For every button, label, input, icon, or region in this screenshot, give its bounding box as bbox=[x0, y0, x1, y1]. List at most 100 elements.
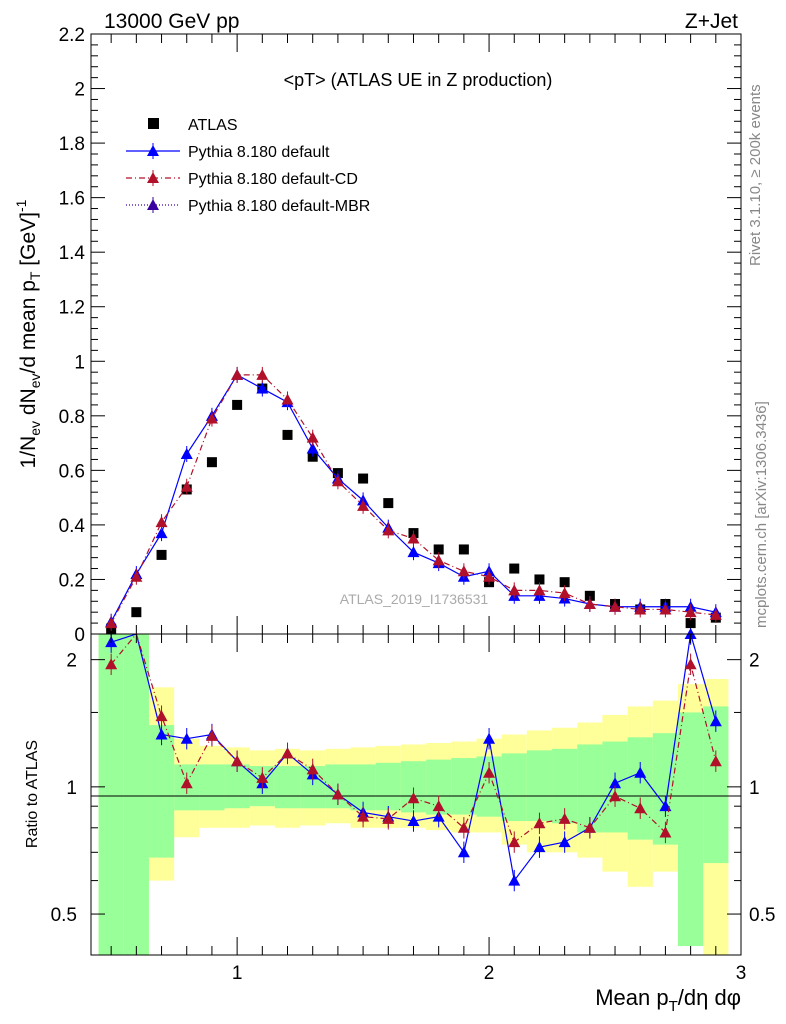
ratio-point-1 bbox=[407, 792, 420, 804]
ratio-point-1 bbox=[457, 821, 470, 833]
atlas-data-point bbox=[458, 544, 469, 555]
legend-label: Pythia 8.180 default-CD bbox=[188, 171, 358, 188]
ratio-point-0 bbox=[508, 874, 521, 886]
atlas-data-point bbox=[131, 607, 142, 618]
ratio-y-axis: 0.5 0.5 1 1 2 2 bbox=[51, 651, 776, 926]
mc-point-2 bbox=[533, 584, 546, 596]
mc-point-2 bbox=[583, 598, 596, 609]
mc-point-2 bbox=[407, 532, 420, 544]
ratio-point-1 bbox=[281, 747, 294, 759]
ratio-y-tick-label: 0.5 bbox=[51, 905, 77, 926]
atlas-data-point bbox=[232, 399, 243, 410]
ratio-y-axis-label: Ratio to ATLAS bbox=[24, 740, 41, 848]
mc-point-1 bbox=[256, 382, 269, 394]
main-x-axis bbox=[110, 34, 742, 634]
ratio-point-1 bbox=[256, 771, 269, 783]
mc-point-2 bbox=[432, 554, 445, 566]
main-y-axis-label: 1/Nev dNev/d mean pT [GeV]-1 bbox=[13, 199, 43, 468]
green-band-bin bbox=[375, 762, 401, 811]
mc-point-1 bbox=[155, 527, 168, 539]
atlas-data-point bbox=[584, 590, 595, 601]
y-tick-label: 0 bbox=[74, 625, 85, 646]
atlas-data-point bbox=[534, 574, 545, 585]
atlas-data-point bbox=[156, 549, 167, 560]
x-tick-label: 2 bbox=[484, 963, 495, 984]
x-axis-label: Mean pT/dη dφ bbox=[595, 985, 741, 1015]
mcplots-reference-label: mcplots.cern.ch [arXiv:1306.3436] bbox=[753, 401, 770, 628]
ratio-point-1 bbox=[583, 821, 596, 833]
atlas-data-point bbox=[307, 451, 318, 462]
y-tick-label: 1.2 bbox=[59, 298, 85, 319]
atlas-data-point bbox=[509, 563, 520, 574]
atlas-data-point bbox=[358, 473, 369, 484]
ratio-point-1 bbox=[205, 729, 218, 741]
svg-text:Mean pT/dη dφ: Mean pT/dη dφ bbox=[595, 985, 741, 1015]
ratio-point-1 bbox=[306, 763, 319, 775]
uncertainty-bands bbox=[98, 634, 729, 955]
ratio-point-0 bbox=[609, 777, 622, 789]
green-band-bin bbox=[526, 750, 553, 822]
ratio-point-0 bbox=[180, 732, 193, 744]
mc-point-1 bbox=[180, 448, 193, 459]
ratio-x-axis: 1 2 3 bbox=[110, 634, 747, 984]
mc-point-2 bbox=[105, 617, 118, 629]
header-process-label: Z+Jet bbox=[685, 10, 738, 33]
mc-point-2 bbox=[659, 603, 672, 615]
mc-point-2 bbox=[155, 516, 168, 528]
mc-point-2 bbox=[180, 480, 193, 492]
mc-point-2 bbox=[558, 587, 571, 599]
ratio-point-1 bbox=[609, 790, 622, 802]
ratio-point-1 bbox=[180, 777, 193, 789]
mc-point-2 bbox=[609, 600, 622, 612]
y-tick-label: 1.8 bbox=[59, 134, 85, 155]
y-tick-label: 0.2 bbox=[59, 570, 85, 591]
y-tick-label: 0.4 bbox=[59, 516, 86, 537]
mc-point-2 bbox=[231, 368, 244, 380]
ratio-y-tick-label: 1 bbox=[66, 778, 77, 799]
atlas-data-point bbox=[282, 429, 293, 440]
mc-point-2 bbox=[634, 603, 647, 615]
legend-label: Pythia 8.180 default bbox=[188, 144, 330, 161]
ratio-point-0 bbox=[558, 836, 571, 848]
ratio-point-1 bbox=[709, 755, 722, 767]
mc-point-2 bbox=[508, 584, 521, 596]
mc-point-2 bbox=[382, 524, 395, 536]
green-band-bin bbox=[274, 766, 301, 809]
ratio-point-1 bbox=[508, 836, 521, 848]
ratio-point-1 bbox=[231, 755, 244, 767]
atlas-data-point bbox=[559, 577, 570, 588]
ratio-y-tick-label-right: 0.5 bbox=[749, 905, 775, 926]
ratio-point-0 bbox=[483, 732, 496, 744]
legend-marker bbox=[147, 199, 159, 210]
ratio-point-1 bbox=[558, 812, 571, 824]
atlas-data-point bbox=[383, 498, 394, 509]
x-tick-label: 3 bbox=[736, 963, 747, 984]
main-panel: 0 0.2 0.4 0.6 0.8 1 1.2 1.4 1.6 1.8 2 2.2 <pT> (ATL… bbox=[59, 25, 742, 646]
y-tick-label: 0.6 bbox=[59, 461, 85, 482]
chart-title: <pT> (ATLAS UE in Z production) bbox=[284, 70, 553, 90]
mc-point-2 bbox=[357, 499, 370, 511]
mc-line-1 bbox=[110, 374, 716, 623]
mc-point-2 bbox=[709, 608, 722, 620]
y-tick-label: 1 bbox=[74, 352, 85, 373]
ratio-point-1 bbox=[634, 802, 647, 814]
ratio-point-0 bbox=[457, 846, 470, 858]
ratio-point-1 bbox=[533, 817, 546, 829]
green-band-bin bbox=[678, 712, 704, 947]
mc-point-1 bbox=[407, 546, 420, 558]
ratio-point-1 bbox=[357, 810, 370, 822]
mc-point-2 bbox=[281, 393, 294, 405]
green-band-bin bbox=[199, 764, 225, 811]
mc-point-2 bbox=[130, 570, 143, 582]
y-tick-label: 1.6 bbox=[59, 189, 85, 210]
header-energy-label: 13000 GeV pp bbox=[104, 10, 239, 33]
ratio-point-1 bbox=[659, 826, 672, 838]
mc-point-2 bbox=[205, 412, 218, 424]
ratio-point-1 bbox=[684, 658, 697, 670]
green-band-bin bbox=[98, 634, 124, 955]
y-tick-label: 1.4 bbox=[59, 243, 86, 264]
legend-label: Pythia 8.180 default-MBR bbox=[188, 198, 370, 215]
ratio-point-0 bbox=[533, 841, 546, 853]
green-band-bin bbox=[501, 753, 527, 822]
